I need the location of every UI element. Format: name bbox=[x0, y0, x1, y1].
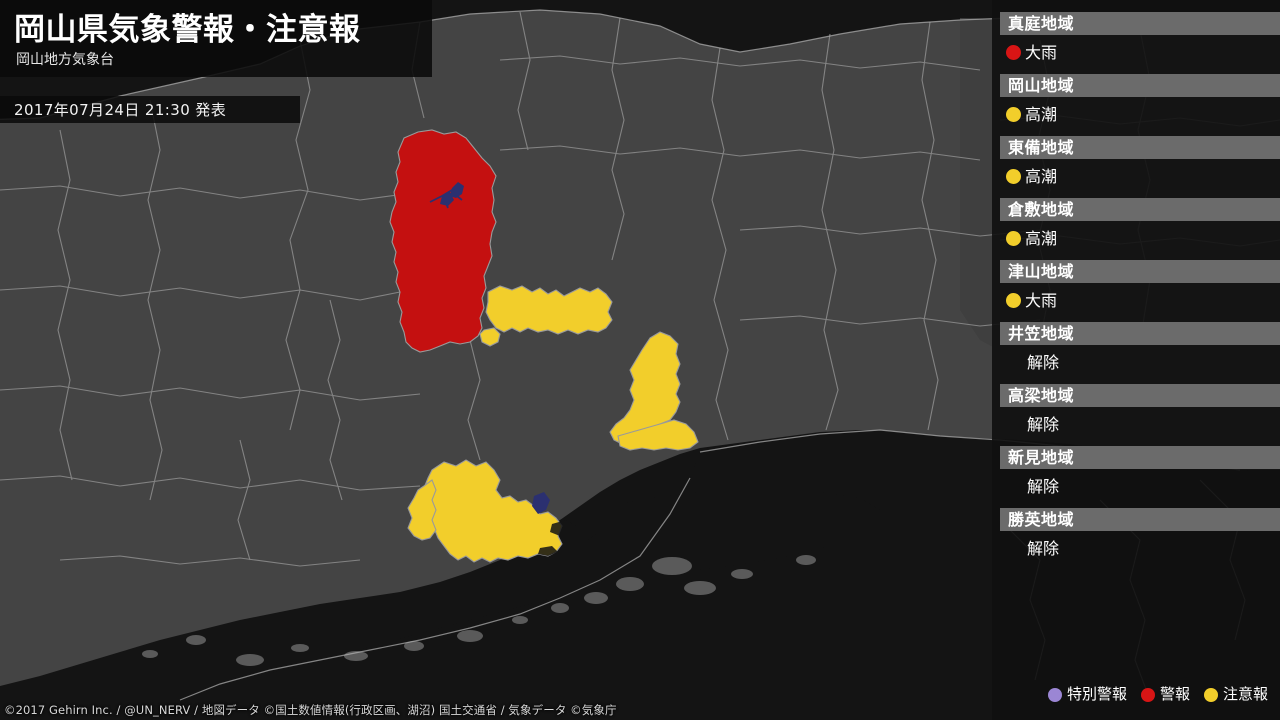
region-header[interactable]: 東備地域 bbox=[1000, 136, 1280, 159]
islands bbox=[142, 555, 816, 666]
region-header[interactable]: 真庭地域 bbox=[1000, 12, 1280, 35]
region-status-label: 解除 bbox=[1027, 414, 1060, 434]
legend-dot-icon bbox=[1140, 687, 1155, 702]
status-dot-placeholder bbox=[1006, 479, 1027, 494]
legend: 特別警報 警報 注意報 bbox=[1047, 685, 1268, 703]
region-name: 岡山地域 bbox=[1008, 75, 1075, 95]
region-name: 新見地域 bbox=[1008, 447, 1075, 467]
status-dot-icon bbox=[1006, 45, 1021, 60]
region-status-row: 大雨 bbox=[1000, 283, 1280, 318]
region-status-row: 解除 bbox=[1000, 469, 1280, 504]
inland-sea bbox=[120, 490, 880, 720]
region-status-row: 解除 bbox=[1000, 407, 1280, 442]
region-block: 東備地域 高潮 bbox=[1000, 136, 1280, 194]
issuing-office: 岡山地方気象台 bbox=[16, 51, 114, 68]
region-header[interactable]: 津山地域 bbox=[1000, 260, 1280, 283]
region-block: 高梁地域 解除 bbox=[1000, 384, 1280, 442]
region-header[interactable]: 勝英地域 bbox=[1000, 508, 1280, 531]
region-header[interactable]: 井笠地域 bbox=[1000, 322, 1280, 345]
region-status-row: 高潮 bbox=[1000, 221, 1280, 256]
region-status-label: 解除 bbox=[1027, 476, 1060, 496]
region-name: 高梁地域 bbox=[1008, 385, 1075, 405]
region-header[interactable]: 倉敷地域 bbox=[1000, 198, 1280, 221]
region-name: 勝英地域 bbox=[1008, 509, 1075, 529]
status-dot-icon bbox=[1006, 231, 1021, 246]
region-status-label: 解除 bbox=[1027, 538, 1060, 558]
status-dot-placeholder bbox=[1006, 355, 1027, 370]
region-status-label: 高潮 bbox=[1025, 166, 1058, 186]
region-header[interactable]: 高梁地域 bbox=[1000, 384, 1280, 407]
status-dot-placeholder bbox=[1006, 541, 1027, 556]
lake-marker bbox=[440, 182, 464, 206]
region-block: 岡山地域 高潮 bbox=[1000, 74, 1280, 132]
region-status-label: 高潮 bbox=[1025, 104, 1058, 124]
region-area-kurashiki-west[interactable] bbox=[407, 479, 437, 541]
region-status-label: 解除 bbox=[1027, 352, 1060, 372]
region-block: 真庭地域 大雨 bbox=[1000, 12, 1280, 70]
timestamp-strip: 2017年07月24日 21:30 発表 bbox=[0, 96, 300, 123]
title-banner: 岡山県気象警報・注意報 岡山地方気象台 bbox=[0, 0, 432, 77]
region-list: 真庭地域 大雨 岡山地域 高潮 東備地域 高潮 倉敷地域 高潮 津山地域 大雨 井笠地域 解除 高梁地域… bbox=[1000, 12, 1280, 570]
region-block: 倉敷地域 高潮 bbox=[1000, 198, 1280, 256]
status-dot-placeholder bbox=[1006, 417, 1027, 432]
legend-dot-icon bbox=[1203, 687, 1218, 702]
region-name: 真庭地域 bbox=[1008, 13, 1075, 33]
region-status-row: 解除 bbox=[1000, 345, 1280, 380]
legend-label: 警報 bbox=[1159, 685, 1190, 703]
legend-item: 警報 bbox=[1140, 685, 1190, 703]
region-name: 東備地域 bbox=[1008, 137, 1075, 157]
harbour-inlet bbox=[532, 492, 550, 514]
legend-label: 特別警報 bbox=[1066, 685, 1127, 703]
status-dot-icon bbox=[1006, 169, 1021, 184]
page-title: 岡山県気象警報・注意報 bbox=[14, 12, 361, 48]
region-sidebar: 真庭地域 大雨 岡山地域 高潮 東備地域 高潮 倉敷地域 高潮 津山地域 大雨 井笠地域 解除 高梁地域… bbox=[992, 0, 1280, 720]
region-status-row: 高潮 bbox=[1000, 159, 1280, 194]
region-status-row: 解除 bbox=[1000, 531, 1280, 566]
region-name: 津山地域 bbox=[1008, 261, 1075, 281]
region-block: 井笠地域 解除 bbox=[1000, 322, 1280, 380]
region-name: 倉敷地域 bbox=[1008, 199, 1075, 219]
region-header[interactable]: 新見地域 bbox=[1000, 446, 1280, 469]
region-status-row: 高潮 bbox=[1000, 97, 1280, 132]
region-area-tobi-coast[interactable] bbox=[617, 419, 699, 451]
legend-item: 注意報 bbox=[1203, 685, 1268, 703]
region-status-label: 高潮 bbox=[1025, 228, 1058, 248]
announcement-timestamp: 2017年07月24日 21:30 発表 bbox=[14, 101, 227, 119]
region-block: 新見地域 解除 bbox=[1000, 446, 1280, 504]
river-line bbox=[429, 183, 463, 209]
region-block: 勝英地域 解除 bbox=[1000, 508, 1280, 566]
status-dot-icon bbox=[1006, 107, 1021, 122]
region-status-row: 大雨 bbox=[1000, 35, 1280, 70]
region-header[interactable]: 岡山地域 bbox=[1000, 74, 1280, 97]
status-dot-icon bbox=[1006, 293, 1021, 308]
legend-label: 注意報 bbox=[1222, 685, 1268, 703]
region-status-label: 大雨 bbox=[1025, 290, 1058, 310]
region-status-label: 大雨 bbox=[1025, 42, 1058, 62]
region-area-tsuyama[interactable] bbox=[485, 285, 613, 335]
coastal-detail bbox=[538, 520, 596, 556]
region-area-maniwa[interactable] bbox=[389, 129, 497, 353]
region-name: 井笠地域 bbox=[1008, 323, 1075, 343]
region-area-tsuyama-spur[interactable] bbox=[479, 327, 501, 347]
region-block: 津山地域 大雨 bbox=[1000, 260, 1280, 318]
attribution-text: ©2017 Gehirn Inc. / @UN_NERV / 地図データ ©国土… bbox=[4, 703, 617, 717]
legend-dot-icon bbox=[1047, 687, 1062, 702]
legend-item: 特別警報 bbox=[1047, 685, 1127, 703]
